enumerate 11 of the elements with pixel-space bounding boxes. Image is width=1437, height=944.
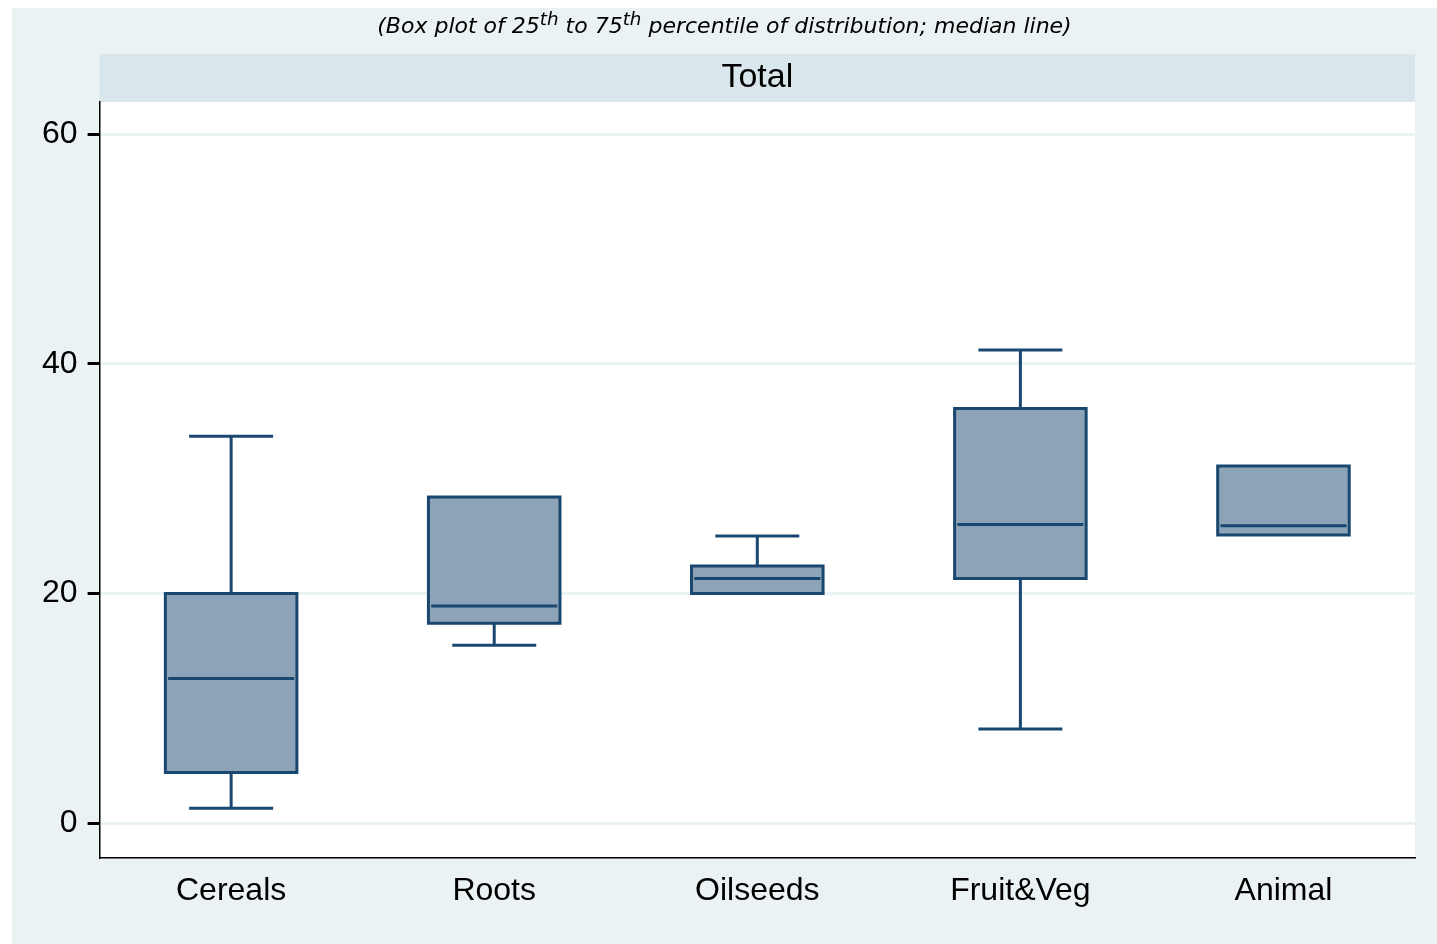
x-tick-label: Fruit&Veg	[950, 870, 1091, 907]
chart-subtitle: (Box plot of 25$^{th}$ to 75$^{th}$ percentile of distribution; median line)	[376, 8, 1073, 39]
chart-title: Total	[721, 56, 794, 95]
x-tick-label: Oilseeds	[695, 870, 820, 907]
y-tick-label: 20	[42, 573, 78, 610]
x-tick-label: Animal	[1234, 870, 1333, 907]
x-tick-label: Cereals	[176, 870, 287, 907]
y-tick-label: 40	[42, 343, 78, 380]
x-tick-label: Roots	[452, 870, 537, 907]
y-tick-label: 60	[42, 113, 78, 150]
y-tick-label: 0	[59, 802, 78, 839]
